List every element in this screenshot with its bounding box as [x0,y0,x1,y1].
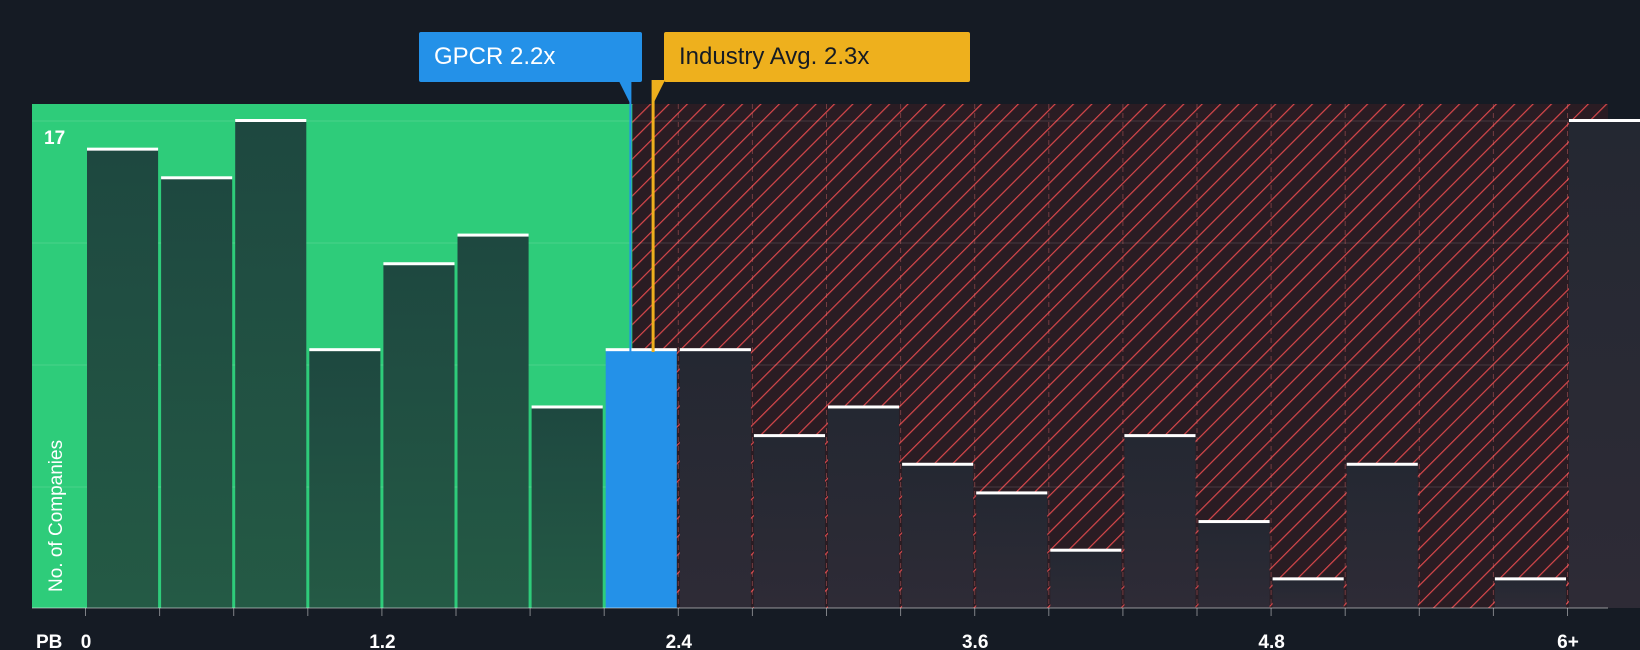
histogram-bar [605,350,677,608]
company-callout-pointer [618,80,631,104]
x-axis-title: PB [36,632,62,650]
histogram-bar-cap [1124,434,1196,438]
histogram-bar-cap [605,348,677,352]
company-pb-callout: GPCR 2.2x [419,32,642,82]
x-axis-tick-label: 3.6 [962,632,988,650]
histogram-bar [902,464,974,608]
histogram-bar-cap [235,119,307,122]
histogram-bar [531,407,603,608]
histogram-bar-cap [1198,520,1270,524]
histogram-bar [309,350,381,608]
histogram-bar [87,149,159,608]
histogram-bar [383,264,455,608]
x-axis-tick-label: 1.2 [369,632,395,650]
histogram-bar [976,493,1048,608]
histogram-bar-cap [1494,577,1566,581]
histogram-bar [1346,464,1418,608]
histogram-bar-cap [87,147,159,151]
x-axis-tick-label: 0 [81,632,92,650]
histogram-bar [457,235,529,608]
y-axis-max-label: 17 [44,128,65,149]
x-axis-tick-label: 4.8 [1258,632,1284,650]
industry-callout-pointer [653,80,666,104]
histogram-bar [1198,522,1270,608]
histogram-bar-cap [976,491,1048,495]
histogram-bar-cap [679,348,751,352]
histogram-bar [1494,579,1566,608]
histogram-bar-cap [1346,462,1418,466]
histogram-bar-cap [1050,548,1122,552]
x-axis-tick-label: 2.4 [666,632,693,650]
histogram-bar [161,178,233,608]
histogram-bar-cap [753,434,825,438]
histogram-bar-cap [383,262,455,266]
histogram-bar-cap [457,233,529,237]
histogram-bar [1272,579,1344,608]
histogram-bar [828,407,900,608]
histogram-bar [753,436,825,608]
x-axis-tick-label: 6+ [1557,632,1579,650]
histogram-bar [1569,121,1640,608]
histogram-bar-cap [161,176,233,180]
histogram-bar-cap [828,405,900,409]
industry-average-callout: Industry Avg. 2.3x [664,32,970,82]
histogram-bar-cap [531,405,603,409]
histogram-bar-cap [309,348,381,352]
histogram-bar [1124,436,1196,608]
histogram-bar [679,350,751,608]
histogram-bar [1050,550,1122,608]
histogram-bar-cap [902,462,974,466]
y-axis-title: No. of Companies [46,440,67,592]
histogram-bar-cap [1569,119,1640,122]
histogram-bar [235,121,307,608]
histogram-bar-cap [1272,577,1344,581]
